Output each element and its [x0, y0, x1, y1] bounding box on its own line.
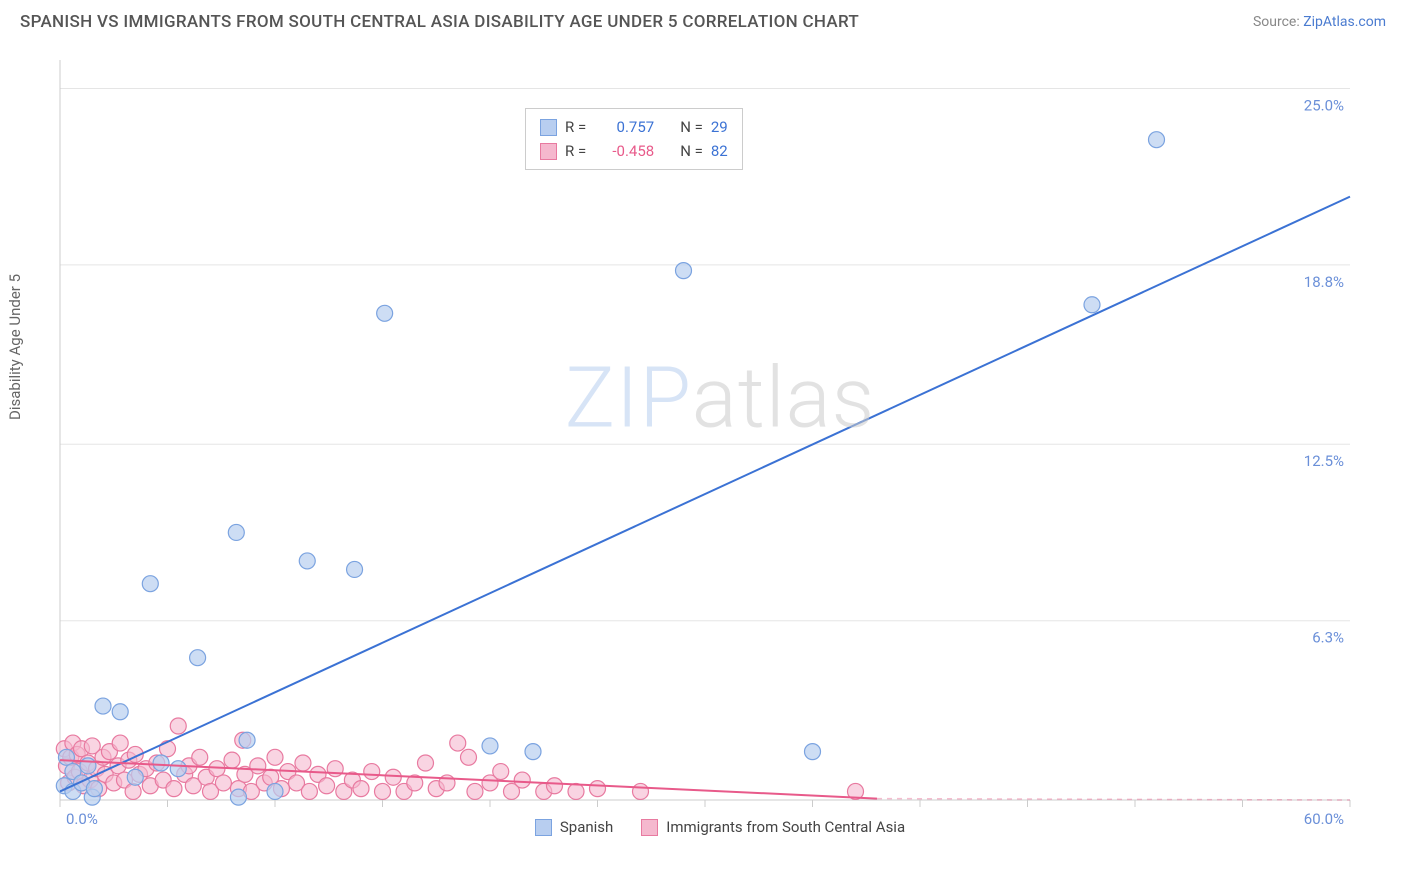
r-value-spanish: 0.757 — [598, 115, 654, 139]
r-label-2: R = — [565, 139, 586, 163]
swatch-immigrants — [540, 143, 557, 160]
legend-swatch-spanish — [535, 819, 552, 836]
svg-text:25.0%: 25.0% — [1304, 96, 1344, 114]
stats-box: R = 0.757 N = 29 R = -0.458 N = 82 — [525, 108, 743, 170]
legend: Spanish Immigrants from South Central As… — [50, 818, 1390, 836]
n-label: N = — [680, 115, 703, 139]
svg-text:18.8%: 18.8% — [1304, 273, 1344, 291]
n-label-2: N = — [680, 139, 703, 163]
r-label: R = — [565, 115, 586, 139]
chart-header: SPANISH VS IMMIGRANTS FROM SOUTH CENTRAL… — [0, 0, 1406, 40]
legend-item-immigrants: Immigrants from South Central Asia — [641, 818, 905, 836]
stats-row-immigrants: R = -0.458 N = 82 — [540, 139, 728, 163]
n-value-spanish: 29 — [711, 115, 728, 139]
source-attribution: Source: ZipAtlas.com — [1253, 14, 1386, 30]
legend-swatch-immigrants — [641, 819, 658, 836]
source-prefix: Source: — [1253, 14, 1303, 30]
n-value-immigrants: 82 — [711, 139, 728, 163]
chart-title: SPANISH VS IMMIGRANTS FROM SOUTH CENTRAL… — [20, 12, 859, 32]
y-axis-label: Disability Age Under 5 — [6, 274, 24, 420]
swatch-spanish — [540, 119, 557, 136]
legend-label-immigrants: Immigrants from South Central Asia — [666, 818, 905, 836]
source-link[interactable]: ZipAtlas.com — [1303, 14, 1386, 30]
stats-row-spanish: R = 0.757 N = 29 — [540, 115, 728, 139]
svg-text:6.3%: 6.3% — [1312, 629, 1344, 647]
svg-text:12.5%: 12.5% — [1304, 452, 1344, 470]
legend-item-spanish: Spanish — [535, 818, 613, 836]
legend-label-spanish: Spanish — [560, 818, 613, 836]
r-value-immigrants: -0.458 — [598, 139, 654, 163]
chart-area: 6.3%12.5%18.8%25.0%0.0%60.0% ZIPatlas R … — [50, 50, 1390, 840]
